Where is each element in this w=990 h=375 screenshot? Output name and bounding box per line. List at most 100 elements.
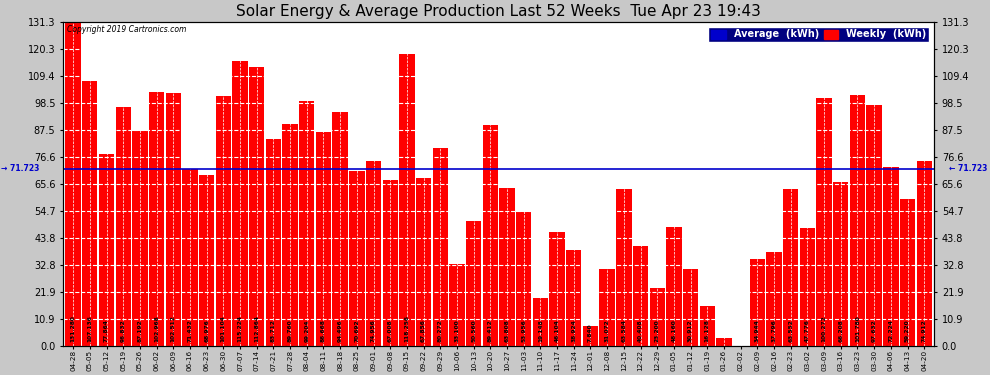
Bar: [433, 148, 447, 345]
Bar: [499, 188, 515, 345]
Bar: [749, 260, 765, 345]
Text: 33.100: 33.100: [454, 319, 459, 342]
Bar: [817, 98, 832, 345]
Text: 71.432: 71.432: [187, 319, 192, 342]
Text: 34.944: 34.944: [754, 319, 760, 342]
Text: 23.200: 23.200: [654, 319, 659, 342]
Text: 83.712: 83.712: [271, 319, 276, 342]
Text: 74.956: 74.956: [371, 319, 376, 342]
Text: 48.160: 48.160: [671, 319, 676, 342]
Text: 97.632: 97.632: [871, 319, 877, 342]
Bar: [766, 252, 782, 345]
Bar: [783, 189, 798, 345]
Bar: [700, 306, 715, 345]
Bar: [449, 264, 464, 345]
Bar: [717, 338, 732, 345]
Text: 72.224: 72.224: [888, 319, 893, 342]
Bar: [199, 176, 214, 345]
Text: 59.220: 59.220: [905, 319, 910, 342]
Bar: [466, 221, 481, 345]
Text: 67.856: 67.856: [421, 319, 426, 342]
Bar: [233, 62, 248, 345]
Bar: [516, 213, 532, 345]
Title: Solar Energy & Average Production Last 52 Weeks  Tue Apr 23 19:43: Solar Energy & Average Production Last 5…: [237, 4, 761, 19]
Text: 63.552: 63.552: [788, 319, 793, 342]
Text: ← 71.723: ← 71.723: [949, 164, 988, 173]
Text: 118.256: 118.256: [404, 315, 410, 342]
Bar: [249, 67, 264, 345]
Text: 94.496: 94.496: [338, 319, 343, 342]
Text: 38.924: 38.924: [571, 319, 576, 342]
Bar: [116, 107, 131, 345]
Bar: [133, 130, 148, 345]
Bar: [148, 92, 164, 345]
Text: 37.796: 37.796: [771, 319, 776, 342]
Text: 53.956: 53.956: [521, 319, 527, 342]
Bar: [382, 180, 398, 345]
Text: 96.832: 96.832: [121, 319, 126, 342]
Bar: [866, 105, 882, 345]
Text: 77.864: 77.864: [104, 319, 109, 342]
Bar: [800, 228, 815, 345]
Bar: [165, 93, 181, 345]
Bar: [533, 298, 548, 345]
Bar: [65, 22, 81, 345]
Bar: [683, 269, 698, 345]
Bar: [333, 112, 347, 345]
Text: 63.584: 63.584: [622, 319, 627, 342]
Text: 63.808: 63.808: [505, 319, 510, 342]
Text: 16.128: 16.128: [705, 319, 710, 342]
Bar: [917, 161, 932, 345]
Text: 89.412: 89.412: [488, 319, 493, 342]
Text: 68.976: 68.976: [204, 319, 209, 342]
Text: 66.208: 66.208: [839, 319, 843, 342]
Bar: [633, 246, 648, 345]
Text: 131.280: 131.280: [70, 315, 75, 342]
Text: 67.008: 67.008: [388, 319, 393, 342]
Bar: [265, 139, 281, 345]
Bar: [316, 132, 331, 345]
Bar: [666, 227, 681, 345]
Bar: [616, 189, 632, 345]
Bar: [566, 249, 581, 345]
Bar: [216, 96, 231, 345]
Text: 50.560: 50.560: [471, 319, 476, 342]
Text: 7.840: 7.840: [588, 323, 593, 342]
Text: 101.780: 101.780: [855, 315, 860, 342]
Text: 19.148: 19.148: [538, 319, 543, 342]
Text: 107.136: 107.136: [87, 315, 92, 342]
Bar: [299, 101, 315, 345]
Bar: [600, 269, 615, 345]
Text: 101.104: 101.104: [221, 315, 226, 342]
Bar: [483, 125, 498, 345]
Bar: [834, 182, 848, 345]
Bar: [849, 94, 865, 345]
Text: 47.776: 47.776: [805, 319, 810, 342]
Bar: [883, 167, 899, 345]
Bar: [282, 124, 298, 345]
Text: 86.668: 86.668: [321, 319, 326, 342]
Text: 30.912: 30.912: [688, 319, 693, 342]
Bar: [649, 288, 665, 345]
Text: 70.692: 70.692: [354, 319, 359, 342]
Bar: [399, 54, 415, 345]
Text: 102.512: 102.512: [170, 315, 176, 342]
Text: 46.104: 46.104: [554, 319, 559, 342]
Text: 100.272: 100.272: [822, 315, 827, 342]
Bar: [900, 200, 915, 345]
Bar: [82, 81, 97, 345]
Bar: [549, 232, 564, 345]
Text: Copyright 2019 Cartronics.com: Copyright 2019 Cartronics.com: [67, 25, 187, 34]
Bar: [99, 153, 114, 345]
Text: 40.408: 40.408: [638, 319, 644, 342]
Text: 31.072: 31.072: [605, 319, 610, 342]
Bar: [349, 171, 364, 345]
Text: 74.912: 74.912: [922, 319, 927, 342]
Text: 102.968: 102.968: [154, 315, 159, 342]
Text: 89.760: 89.760: [287, 319, 293, 342]
Text: 87.192: 87.192: [138, 319, 143, 342]
Bar: [416, 178, 432, 345]
Bar: [182, 170, 198, 345]
Text: 80.272: 80.272: [438, 319, 443, 342]
Text: → 71.723: → 71.723: [1, 164, 40, 173]
